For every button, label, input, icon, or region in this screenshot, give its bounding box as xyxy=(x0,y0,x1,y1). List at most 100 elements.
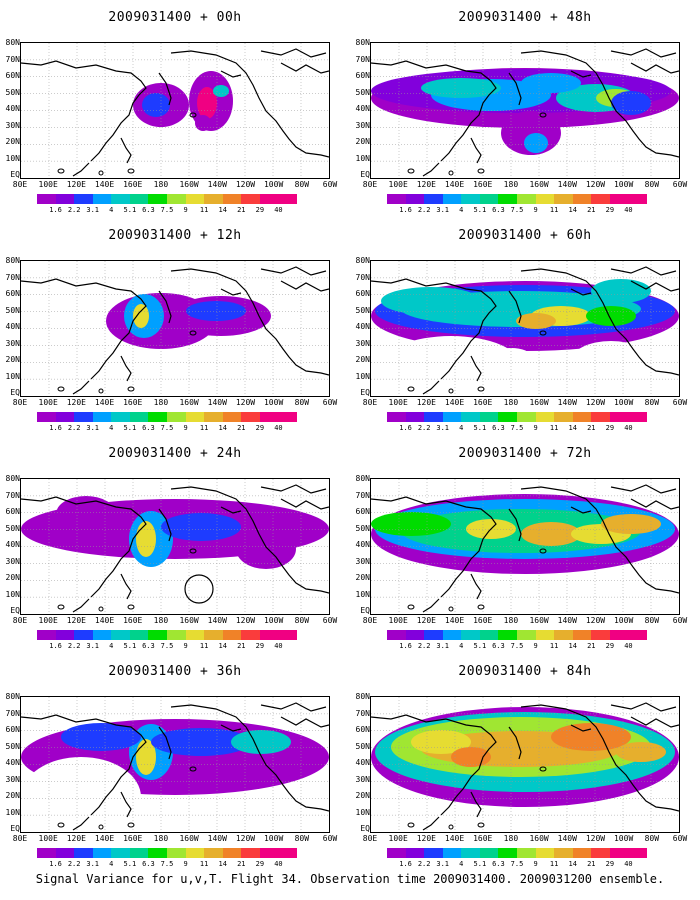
low-variance-area xyxy=(21,559,141,614)
longitude-label: 120E xyxy=(66,180,86,189)
longitude-label: 120W xyxy=(585,834,606,843)
variance-contour xyxy=(524,133,548,153)
colorbar-labels: 1.6 2.2 3.1 4 5.1 6.3 7.5 9 11 14 21 29 40 xyxy=(387,642,647,652)
colorbar-level-label: 7.5 xyxy=(160,424,174,432)
longitude-label: 100W xyxy=(263,398,284,407)
coastline xyxy=(630,280,679,292)
colorbar-swatch xyxy=(461,412,480,422)
island-outline xyxy=(407,822,415,828)
longitude-axis: 80E 100E 120E 140E 160E 180 160W 140W 120W 100W 80… xyxy=(13,180,337,190)
latitude-label: 50N xyxy=(355,305,370,315)
latitude-label: 30N xyxy=(5,120,20,130)
island-outline xyxy=(448,606,454,612)
latitude-label: 30N xyxy=(355,120,370,130)
longitude-label: 160W xyxy=(529,834,549,843)
coastline xyxy=(72,816,90,831)
colorbar-level-label: 14 xyxy=(218,860,227,868)
colorbar-swatch xyxy=(259,630,279,640)
colorbar-swatch xyxy=(387,194,406,204)
colorbar-swatch xyxy=(554,630,573,640)
island-outline xyxy=(98,606,104,612)
colorbar-level-label: 40 xyxy=(624,642,633,650)
coastline xyxy=(422,816,440,831)
colorbar-swatch xyxy=(259,194,279,204)
variance-map xyxy=(21,43,329,178)
latitude-label: 20N xyxy=(5,791,20,800)
colorbar-swatch xyxy=(442,412,462,422)
variance-contour xyxy=(451,747,491,767)
colorbar-swatch xyxy=(241,412,260,422)
panel-title: 2009031400 + 00h xyxy=(108,10,242,25)
colorbar-swatch xyxy=(535,848,555,858)
coastline xyxy=(470,573,482,600)
coastline xyxy=(21,496,147,598)
colorbar-level-label: 2.2 xyxy=(417,206,431,214)
colorbar-swatch xyxy=(535,194,555,204)
longitude-label: 100E xyxy=(388,834,408,843)
latitude-label: 60N xyxy=(5,71,20,80)
colorbar-level-label: 4 xyxy=(459,860,464,868)
longitude-label: 180 xyxy=(503,398,519,407)
low-variance-area xyxy=(21,103,151,178)
longitude-label: 100W xyxy=(263,616,284,625)
longitude-label: 60W xyxy=(672,834,688,843)
longitude-label: 80W xyxy=(644,616,660,625)
latitude-label: 30N xyxy=(5,774,20,784)
low-variance-area xyxy=(491,348,531,364)
latitude-axis: 80N 70N 60N 50N 40N 30N 20N 10N EQ xyxy=(350,693,370,833)
colorbar-swatch xyxy=(609,194,629,204)
longitude-label: 100E xyxy=(38,398,58,407)
longitude-label: 100E xyxy=(38,180,58,189)
colorbar-level-label: 29 xyxy=(255,206,265,214)
colorbar-swatch xyxy=(479,848,499,858)
colorbar-level-label: 2.2 xyxy=(417,642,431,650)
longitude-label: 180 xyxy=(153,398,169,407)
colorbar-swatch xyxy=(129,848,149,858)
colorbar-swatch xyxy=(74,194,93,204)
coastline xyxy=(72,162,90,177)
coastline xyxy=(520,50,679,158)
longitude-label: 120W xyxy=(235,398,256,407)
colorbar-swatch xyxy=(129,412,149,422)
longitude-label: 160E xyxy=(123,398,143,407)
colorbar-swatch xyxy=(517,848,536,858)
colorbar-level-label: 3.1 xyxy=(86,206,100,214)
colorbar-swatch xyxy=(424,848,443,858)
colorbar-level-label: 1.6 xyxy=(399,424,412,432)
colorbar-swatch xyxy=(111,848,130,858)
colorbar-swatch xyxy=(167,194,186,204)
colorbar-level-label: 11 xyxy=(549,642,559,650)
coastline xyxy=(158,726,172,760)
island-outline xyxy=(98,824,104,830)
latitude-label: 10N xyxy=(355,371,370,381)
longitude-label: 60W xyxy=(322,834,338,843)
longitude-label: 60W xyxy=(672,180,688,189)
latitude-label: 10N xyxy=(355,153,370,163)
longitude-label: 160W xyxy=(179,398,199,407)
map-panel: 2009031400 + 48h 80N 70N 60N 50N 40N 30N 20N 10N… xyxy=(350,0,700,220)
coastline xyxy=(280,716,329,728)
map-frame xyxy=(370,260,680,397)
variance-contour xyxy=(197,87,217,119)
map-panel: 2009031400 + 84h 80N 70N 60N 50N 40N 30N 20N 10N… xyxy=(350,654,700,874)
colorbar-level-label: 11 xyxy=(199,860,209,868)
longitude-label: 60W xyxy=(672,616,688,625)
coastline xyxy=(120,355,132,382)
longitude-label: 120W xyxy=(585,398,606,407)
latitude-label: EQ xyxy=(10,606,20,615)
colorbar-swatch xyxy=(479,194,499,204)
colorbar-level-label: 40 xyxy=(624,424,633,432)
longitude-label: 80E xyxy=(12,398,28,407)
coastline xyxy=(21,278,147,380)
longitude-label: 80E xyxy=(362,180,378,189)
colorbar-level-label: 9 xyxy=(533,424,538,432)
island-outline xyxy=(477,822,485,828)
map-frame xyxy=(20,478,330,615)
colorbar-level-label: 7.5 xyxy=(160,206,174,214)
panel-title: 2009031400 + 36h xyxy=(108,664,242,679)
colorbar-level-label: 14 xyxy=(568,206,577,214)
latitude-label: 60N xyxy=(5,289,20,298)
latitude-label: EQ xyxy=(360,170,370,179)
latitude-label: EQ xyxy=(360,824,370,833)
map-panel: 2009031400 + 12h 80N 70N 60N 50N 40N 30N 20N 10N… xyxy=(0,218,350,438)
